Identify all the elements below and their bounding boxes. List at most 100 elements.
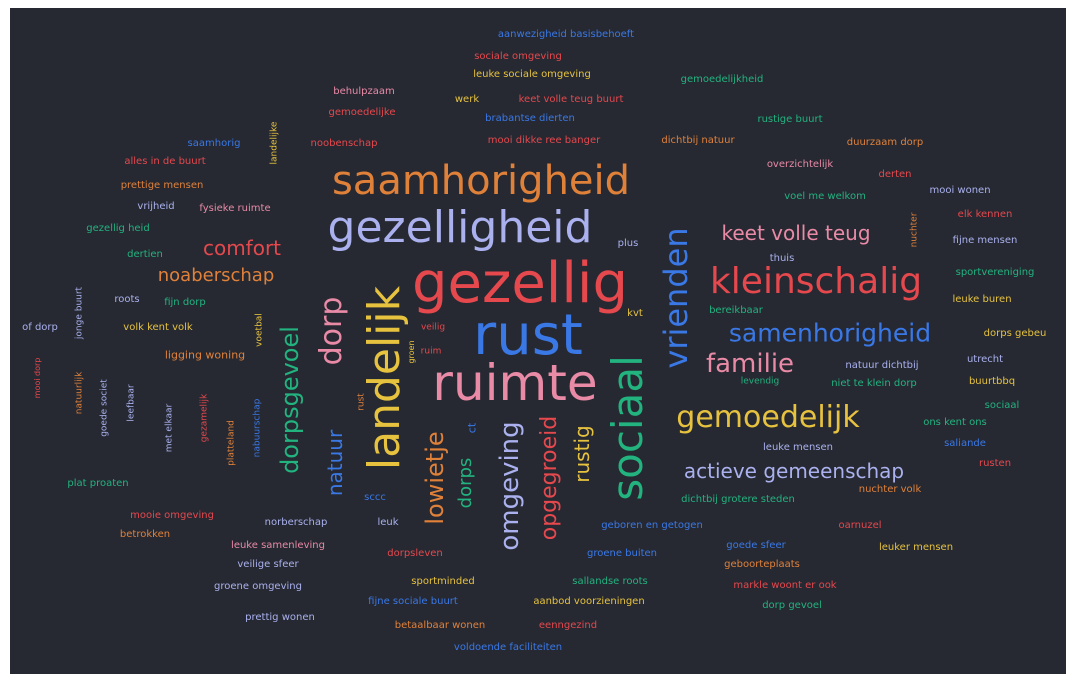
word-veilige-sfeer: veilige sfeer — [237, 559, 299, 570]
word-duurzaam-dorp: duurzaam dorp — [846, 137, 924, 148]
word-ligging-woning: ligging woning — [164, 348, 246, 362]
word-werk: werk — [454, 94, 480, 105]
word-geboorteplaats: geboorteplaats — [724, 559, 800, 570]
word-volk-kent-volk: volk kent volk — [123, 322, 193, 333]
word-leuker-mensen: leuker mensen — [878, 542, 954, 553]
word-landelijke: landelijke — [269, 121, 280, 165]
word-aanwezigheid-basisbehoeft: aanwezigheid basisbehoeft — [497, 29, 635, 40]
word-kleinschalig: kleinschalig — [709, 261, 923, 302]
word-prettig-wonen: prettig wonen — [245, 612, 315, 623]
word-roots: roots — [114, 294, 140, 305]
word-mooi-wonen: mooi wonen — [929, 185, 991, 196]
word-levendig: levendig — [740, 376, 780, 387]
word-groen: groen — [407, 340, 416, 364]
word-leuk: leuk — [377, 517, 399, 528]
word-gemoedelijkheid: gemoedelijkheid — [680, 74, 764, 85]
word-dertien: dertien — [127, 249, 163, 260]
word-aanbod-voorzieningen: aanbod voorzieningen — [533, 596, 645, 607]
word-brabantse-dierten: brabantse dierten — [485, 113, 575, 124]
word-groene-buiten: groene buiten — [586, 548, 658, 559]
word-jonge-buurt: jonge buurt — [74, 286, 85, 340]
word-goede-sfeer: goede sfeer — [726, 540, 786, 551]
word-prettige-mensen: prettige mensen — [120, 180, 204, 191]
word-ruimte: ruimte — [432, 354, 598, 412]
word-sportminded: sportminded — [411, 576, 475, 587]
word-sccc: sccc — [364, 492, 386, 503]
word-gezamelijk: gezamelijk — [199, 393, 210, 443]
word-behulpzaam: behulpzaam — [333, 86, 395, 97]
word-sportvereniging: sportvereniging — [955, 267, 1035, 278]
word-buurtbbq: buurtbbq — [968, 376, 1016, 387]
word-dorpsgevoel: dorpsgevoel — [276, 326, 304, 474]
word-utrecht: utrecht — [966, 354, 1004, 365]
word-derten: derten — [878, 169, 912, 180]
word-keet-volle-teug-buurt: keet volle teug buurt — [518, 94, 624, 105]
word-dorps-gebeu: dorps gebeu — [983, 328, 1047, 339]
word-dorpsleven: dorpsleven — [387, 548, 443, 559]
word-saamhorig: saamhorig — [187, 138, 241, 149]
word-dorp: dorp — [314, 296, 349, 366]
word-alles-in-de-buurt: alles in de buurt — [124, 156, 206, 167]
word-betrokken: betrokken — [119, 529, 171, 540]
word-sociaal-small: sociaal — [984, 400, 1020, 411]
word-vrijheid: vrijheid — [137, 201, 175, 212]
word-kvt: kvt — [627, 308, 643, 319]
word-gezellig-heid: gezellig heid — [86, 223, 150, 234]
word-overzichtelijk: overzichtelijk — [766, 159, 834, 170]
word-plat-proaten: plat proaten — [67, 478, 129, 489]
word-geboren-en-getogen: geboren en getogen — [601, 520, 703, 531]
word-natuur-dichtbij: natuur dichtbij — [845, 360, 919, 371]
word-platteland: platteland — [226, 420, 237, 466]
word-gezellig: gezellig — [411, 251, 629, 316]
word-sallandse-roots: sallandse roots — [572, 576, 648, 587]
word-nuchter-volk: nuchter volk — [858, 484, 922, 495]
word-dorps: dorps — [455, 457, 476, 509]
word-fijne-mensen: fijne mensen — [952, 235, 1018, 246]
word-comfort: comfort — [202, 236, 282, 260]
word-gemoedelijke: gemoedelijke — [328, 107, 396, 118]
word-of-dorp: of dorp — [22, 322, 58, 333]
word-lowietje: lowietje — [421, 431, 449, 525]
word-rust-small: rust — [356, 393, 367, 411]
word-gemoedelijk: gemoedelijk — [676, 400, 860, 435]
word-thuis: thuis — [769, 253, 795, 264]
word-leuke-mensen: leuke mensen — [763, 442, 833, 453]
word-niet-te-klein-dorp: niet te klein dorp — [831, 378, 917, 389]
word-samenhorigheid: samenhorigheid — [728, 318, 932, 348]
word-vrienden: vrienden — [657, 227, 695, 369]
word-betaalbaar-wonen: betaalbaar wonen — [394, 620, 486, 631]
word-ruim: ruim — [420, 346, 442, 357]
word-rust: rust — [473, 303, 583, 368]
word-familie: familie — [705, 349, 795, 379]
word-voetbal: voetbal — [254, 313, 265, 347]
word-mooi-dorp: mooi dorp — [33, 357, 42, 399]
word-rusten: rusten — [978, 458, 1012, 469]
word-saamhorigheid: saamhorigheid — [331, 158, 631, 204]
word-veilig: veilig — [420, 322, 446, 333]
word-noaberschap: noaberschap — [157, 265, 275, 286]
word-ct: ct — [465, 422, 479, 434]
word-nuchter: nuchter — [909, 212, 920, 248]
word-dorp-gevoel: dorp gevoel — [762, 600, 822, 611]
word-saliande: saliande — [944, 438, 986, 449]
word-voel-me-welkom: voel me welkom — [784, 191, 866, 202]
word-ons-kent-ons: ons kent ons — [923, 417, 987, 428]
word-norberschap: norberschap — [264, 517, 328, 528]
word-actieve-gemeenschap: actieve gemeenschap — [683, 459, 905, 483]
word-sociaal: sociaal — [603, 355, 652, 501]
word-elk-kennen: elk kennen — [957, 209, 1013, 220]
word-nabuurschap: nabuurschap — [252, 398, 263, 458]
word-oarnuzel: oarnuzel — [838, 520, 882, 531]
word-plus: plus — [617, 238, 639, 249]
word-mooie-omgeving: mooie omgeving — [130, 510, 214, 521]
word-leuke-samenleving: leuke samenleving — [231, 540, 325, 551]
word-fijne-sociale-buurt: fijne sociale buurt — [368, 596, 458, 607]
word-bereikbaar: bereikbaar — [709, 305, 763, 316]
word-dichtbij-grotere-steden: dichtbij grotere steden — [681, 494, 795, 505]
word-natuur: natuur — [323, 429, 347, 497]
word-leefbaar: leefbaar — [126, 384, 137, 422]
word-groene-omgeving: groene omgeving — [214, 581, 302, 592]
word-eenngezind: eenngezind — [538, 620, 598, 631]
word-dichtbij-natuur: dichtbij natuur — [661, 135, 735, 146]
word-cloud-canvas: saamhorigheid gezelligheid gezellig rust… — [10, 8, 1066, 674]
